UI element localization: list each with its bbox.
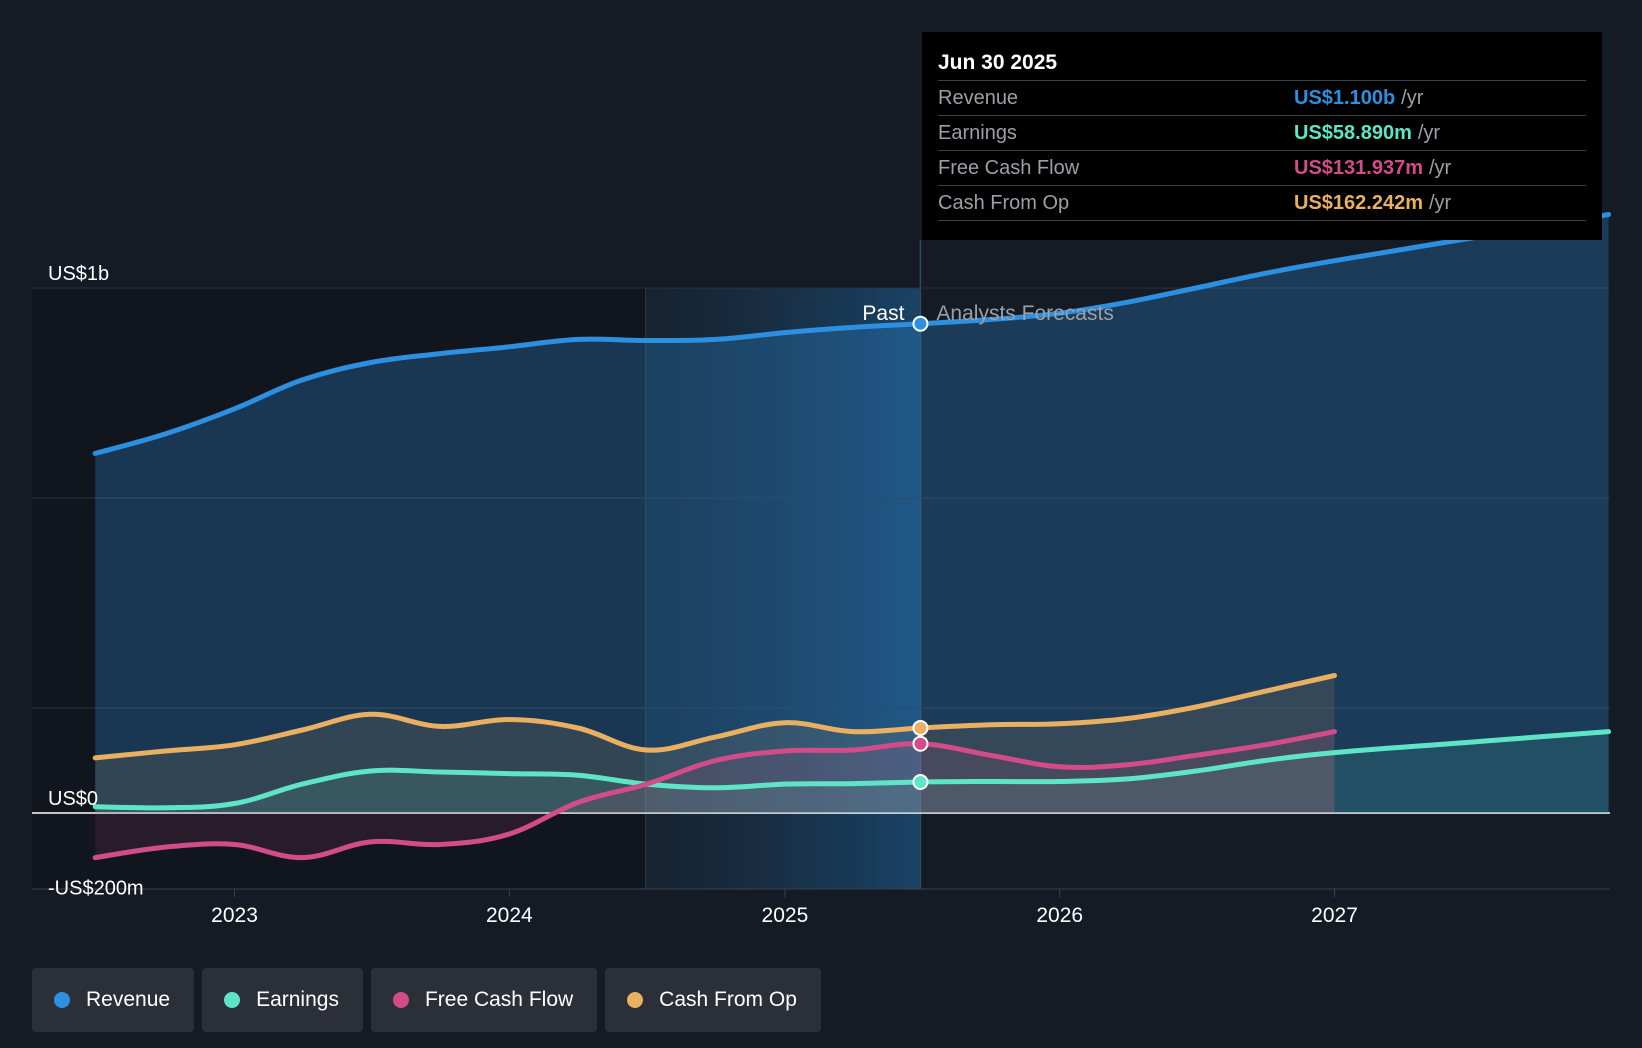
cash-from-op-area bbox=[95, 675, 1335, 813]
tooltip-unit: /yr bbox=[1428, 156, 1452, 179]
x-tick-label: 2023 bbox=[211, 904, 258, 927]
tooltip-value: US$1.100b bbox=[1294, 86, 1396, 109]
x-tick-label: 2025 bbox=[762, 904, 809, 927]
revenue-line bbox=[92, 212, 1612, 456]
tooltip-row-cash-from-op: Cash From Op US$162.242m /yr bbox=[938, 185, 1586, 221]
tooltip-value: US$162.242m bbox=[1294, 191, 1423, 214]
y-tick-label: US$0 bbox=[48, 788, 98, 810]
tooltip: Jun 30 2025 Revenue US$1.100b /yr Earnin… bbox=[922, 32, 1602, 240]
legend-item-earnings[interactable]: Earnings bbox=[202, 968, 363, 1032]
legend-label: Earnings bbox=[256, 988, 339, 1011]
tooltip-date: Jun 30 2025 bbox=[938, 51, 1058, 74]
tooltip-label: Revenue bbox=[938, 86, 1019, 109]
tooltip-unit: /yr bbox=[1417, 121, 1441, 144]
x-tick-label: 2024 bbox=[486, 904, 533, 927]
legend-label: Revenue bbox=[86, 988, 171, 1011]
tooltip-label: Free Cash Flow bbox=[938, 156, 1080, 179]
cash-from-op-marker bbox=[912, 719, 929, 736]
tooltip-label: Cash From Op bbox=[938, 191, 1070, 214]
legend-item-free-cash-flow[interactable]: Free Cash Flow bbox=[370, 968, 598, 1032]
legend-dot-icon bbox=[54, 992, 70, 1008]
earnings-line bbox=[92, 729, 1612, 811]
revenue-area bbox=[95, 214, 1609, 813]
tooltip-row-earnings: Earnings US$58.890m /yr bbox=[938, 115, 1586, 150]
tooltip-row-revenue: Revenue US$1.100b /yr bbox=[938, 80, 1586, 115]
legend-label: Cash From Op bbox=[659, 988, 797, 1011]
x-tick-label: 2026 bbox=[1036, 904, 1083, 927]
free-cash-flow-line bbox=[92, 729, 1337, 861]
legend-dot-icon bbox=[392, 992, 409, 1008]
y-tick-label: US$1b bbox=[48, 263, 109, 285]
past-region bbox=[32, 288, 646, 889]
earnings-marker bbox=[912, 774, 929, 791]
cash-from-op-line bbox=[92, 673, 1337, 761]
tooltip-value: US$131.937m bbox=[1294, 156, 1423, 179]
legend-item-cash-from-op[interactable]: Cash From Op bbox=[605, 968, 821, 1032]
legend-item-revenue[interactable]: Revenue bbox=[32, 968, 195, 1032]
forecast-label: Analysts Forecasts bbox=[936, 302, 1113, 325]
legend-label: Free Cash Flow bbox=[424, 988, 574, 1011]
tooltip-row-free-cash-flow: Free Cash Flow US$131.937m /yr bbox=[938, 150, 1586, 185]
legend-dot-icon bbox=[224, 992, 241, 1008]
tooltip-unit: /yr bbox=[1428, 191, 1452, 214]
y-tick-label: -US$200m bbox=[48, 878, 144, 900]
legend: Revenue Earnings Free Cash Flow Cash Fro… bbox=[32, 968, 821, 1032]
x-tick-label: 2027 bbox=[1311, 904, 1358, 927]
revenue-marker bbox=[912, 315, 929, 332]
legend-dot-icon bbox=[627, 992, 644, 1008]
tooltip-unit: /yr bbox=[1401, 86, 1424, 109]
tooltip-value: US$58.890m bbox=[1294, 121, 1412, 144]
tooltip-label: Earnings bbox=[938, 121, 1017, 144]
free-cash-flow-marker bbox=[912, 735, 929, 752]
past-label: Past bbox=[862, 302, 904, 325]
earnings-area bbox=[95, 731, 1609, 813]
